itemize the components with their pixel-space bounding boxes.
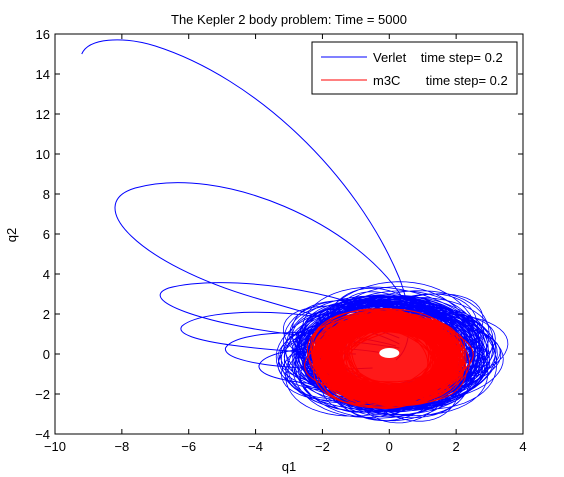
m3c-central-hole [379,348,400,358]
x-tick-label: −6 [181,439,196,454]
y-tick-label: 4 [43,267,50,282]
y-tick-label: 12 [36,107,50,122]
y-tick-label: 8 [43,187,50,202]
y-tick-label: 6 [43,227,50,242]
legend-label-verlet: Verlet time step= 0.2 [373,50,503,65]
legend: Verlet time step= 0.2 m3C time step= 0.2 [311,41,518,95]
y-tick-label: 0 [43,347,50,362]
x-tick-label: 0 [386,439,393,454]
verlet-escape-orbits [81,39,410,386]
m3c-series [304,307,474,410]
legend-box [311,41,518,95]
y-axis-ticks: −4 −2 0 2 4 6 8 10 12 14 16 [35,27,523,442]
y-tick-label: 14 [36,67,50,82]
x-tick-label: −4 [248,439,263,454]
y-tick-label: −4 [35,427,50,442]
x-tick-label: −2 [315,439,330,454]
legend-label-m3c: m3C time step= 0.2 [373,73,508,88]
y-tick-label: 10 [36,147,50,162]
x-tick-label: −8 [114,439,129,454]
chart-title: The Kepler 2 body problem: Time = 5000 [171,12,407,27]
x-axis-label: q1 [282,459,296,474]
x-tick-label: 2 [453,439,460,454]
y-tick-label: −2 [35,387,50,402]
m3c-core-orbits [304,307,474,410]
y-tick-label: 16 [36,27,50,42]
x-axis-ticks: −10 −8 −6 −4 −2 0 2 4 [44,34,527,454]
y-axis-label: q2 [4,228,19,242]
x-tick-label: −10 [44,439,66,454]
x-tick-label: 4 [519,439,526,454]
y-tick-label: 2 [43,307,50,322]
